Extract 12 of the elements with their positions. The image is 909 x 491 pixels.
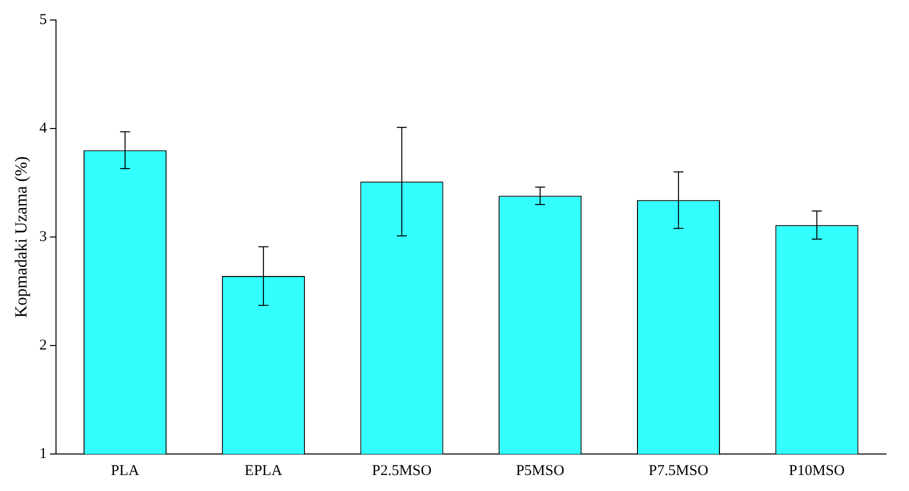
y-tick-label: 3 bbox=[39, 228, 47, 245]
y-tick-label: 5 bbox=[39, 12, 47, 28]
x-tick-label: P5MSO bbox=[516, 462, 564, 479]
x-tick-label: P10MSO bbox=[788, 462, 845, 479]
y-tick-label: 2 bbox=[39, 337, 47, 354]
x-tick-label: P2.5MSO bbox=[372, 462, 432, 479]
y-tick-label: 4 bbox=[39, 120, 48, 136]
y-axis-title: Kopmadaki Uzama (%) bbox=[12, 156, 31, 318]
x-tick-label: P7.5MSO bbox=[648, 462, 708, 479]
x-tick-label: PLA bbox=[110, 462, 140, 479]
x-tick-label: EPLA bbox=[244, 462, 282, 479]
y-tick-label: 1 bbox=[39, 446, 47, 462]
